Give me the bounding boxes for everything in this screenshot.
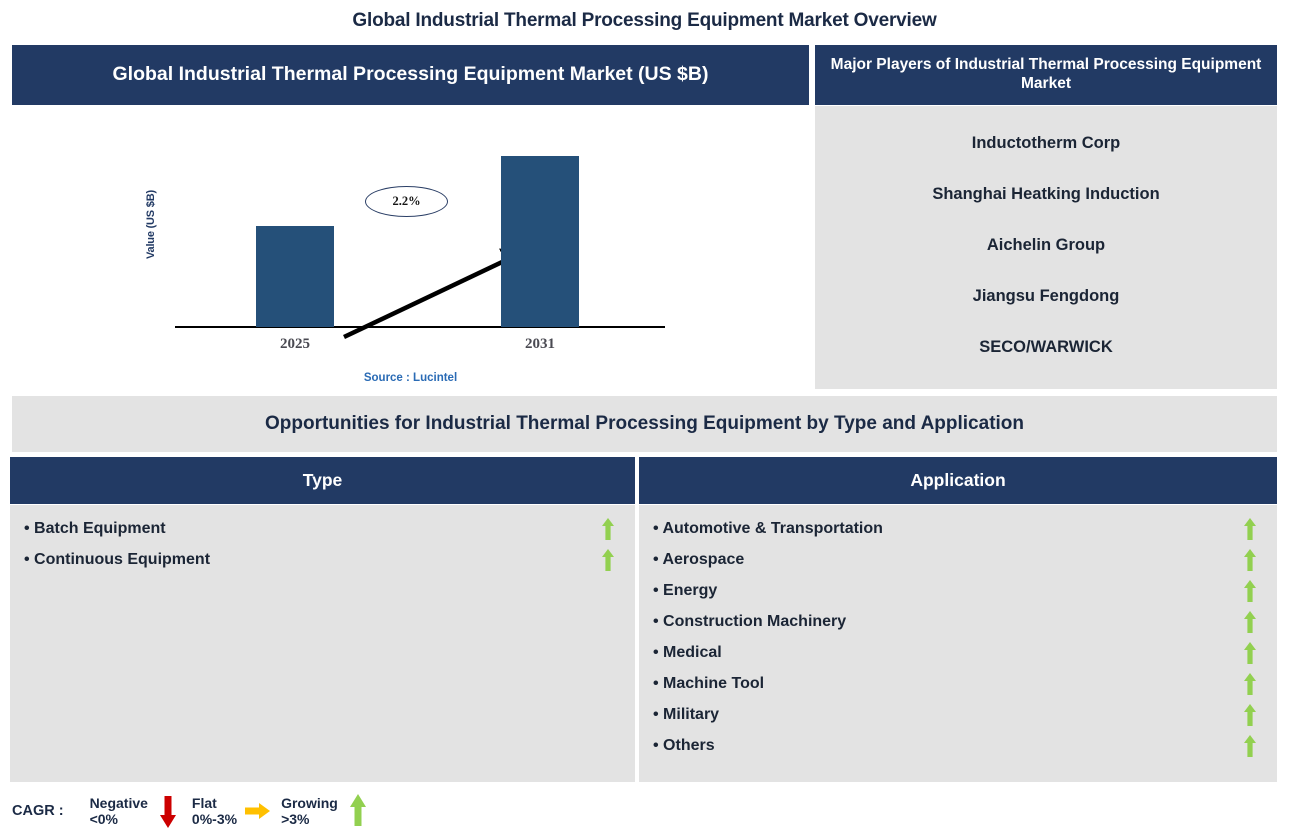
- list-item: SECO/WARWICK: [979, 338, 1113, 356]
- arrow-down-icon: [159, 796, 176, 828]
- application-item-label: • Aerospace: [653, 550, 745, 568]
- arrow-up-icon: [1244, 703, 1256, 726]
- arrow-up-icon: [602, 517, 614, 540]
- chart-y-axis-label: Value (US $B): [145, 190, 157, 260]
- list-item: • Batch Equipment: [10, 513, 635, 544]
- list-item: Aichelin Group: [986, 236, 1106, 254]
- arrow-up-icon: [1244, 548, 1256, 571]
- x-tick-label-2025: 2025: [280, 336, 310, 352]
- list-item: • Energy: [639, 575, 1277, 606]
- legend-entry-flat: Flat 0%-3%: [192, 794, 273, 828]
- legend-label-flat: Flat: [191, 794, 217, 811]
- type-item-label: • Continuous Equipment: [24, 550, 211, 568]
- application-item-label: • Machine Tool: [653, 674, 765, 692]
- cagr-growth-arrow-icon: [343, 248, 530, 340]
- cagr-legend-title: CAGR :: [12, 803, 64, 819]
- list-item: • Military: [639, 699, 1277, 730]
- arrow-up-icon: [1244, 579, 1256, 602]
- type-item-label: • Batch Equipment: [24, 519, 166, 537]
- arrow-up-icon: [349, 794, 366, 826]
- legend-entry-growing: Growing >3%: [281, 794, 374, 828]
- cagr-value-callout: 2.2%: [365, 186, 448, 217]
- page-title: Global Industrial Thermal Processing Equ…: [352, 10, 937, 31]
- players-list: Inductotherm Corp Shanghai Heatking Indu…: [815, 106, 1277, 389]
- list-item: • Continuous Equipment: [10, 544, 635, 575]
- legend-range-growing: >3%: [281, 811, 310, 827]
- legend-label-negative: Negative: [89, 794, 148, 811]
- legend-entry-negative: Negative <0%: [90, 794, 184, 828]
- arrow-up-icon: [1244, 672, 1256, 695]
- bar-2025: [256, 226, 334, 327]
- application-item-label: • Energy: [653, 581, 718, 599]
- bar-chart: [12, 105, 809, 390]
- list-item: • Automotive & Transportation: [639, 513, 1277, 544]
- list-item: • Construction Machinery: [639, 606, 1277, 637]
- arrow-right-icon: [245, 803, 271, 819]
- application-item-label: • Military: [653, 705, 720, 723]
- list-item: • Others: [639, 730, 1277, 761]
- arrow-up-icon: [1244, 734, 1256, 757]
- chart-source-note: Source : Lucintel: [363, 372, 458, 384]
- application-item-label: • Construction Machinery: [653, 612, 847, 630]
- list-item: • Medical: [639, 637, 1277, 668]
- list-item: • Machine Tool: [639, 668, 1277, 699]
- cagr-legend: CAGR : Negative <0% Flat 0%-3% Growing >…: [12, 789, 482, 833]
- arrow-up-icon: [1244, 610, 1256, 633]
- application-list: • Automotive & Transportation • Aerospac…: [639, 505, 1277, 782]
- type-list: • Batch Equipment • Continuous Equipment: [10, 505, 635, 782]
- application-column-header: Application: [639, 457, 1277, 504]
- arrow-up-icon: [1244, 641, 1256, 664]
- arrow-up-icon: [1244, 517, 1256, 540]
- application-item-label: • Others: [653, 736, 715, 754]
- list-item: • Aerospace: [639, 544, 1277, 575]
- chart-x-axis-line: [175, 326, 665, 328]
- x-tick-label-2031: 2031: [525, 336, 555, 352]
- legend-range-negative: <0%: [89, 811, 118, 827]
- application-item-label: • Automotive & Transportation: [653, 519, 883, 537]
- list-item: Jiangsu Fengdong: [972, 287, 1120, 305]
- arrow-up-icon: [602, 548, 614, 571]
- bar-2031: [501, 156, 579, 327]
- players-panel-header: Major Players of Industrial Thermal Proc…: [815, 45, 1277, 105]
- opportunities-banner: Opportunities for Industrial Thermal Pro…: [12, 396, 1277, 452]
- legend-range-flat: 0%-3%: [191, 811, 238, 827]
- legend-label-growing: Growing: [281, 794, 338, 811]
- chart-panel-header: Global Industrial Thermal Processing Equ…: [12, 45, 809, 105]
- application-item-label: • Medical: [653, 643, 722, 661]
- type-column-header: Type: [10, 457, 635, 504]
- list-item: Shanghai Heatking Induction: [932, 185, 1160, 203]
- list-item: Inductotherm Corp: [971, 134, 1121, 152]
